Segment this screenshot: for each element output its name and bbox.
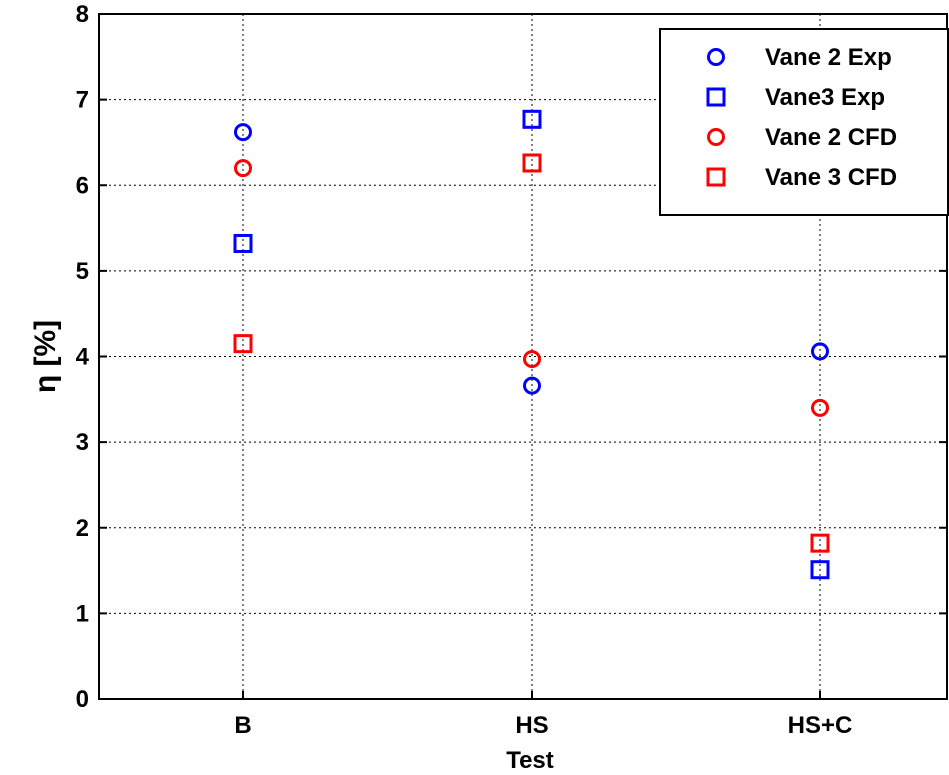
y-tick-label: 5: [76, 258, 89, 285]
x-tick-label: HS+C: [788, 712, 853, 739]
data-point: [811, 342, 829, 361]
legend-label: Vane3 Exp: [765, 84, 885, 111]
x-axis-label: Test: [506, 747, 554, 774]
y-tick-label: 2: [76, 515, 89, 542]
legend-entry: Vane 3 CFD: [706, 164, 897, 191]
y-tick-label: 7: [76, 87, 89, 114]
data-point: [523, 350, 541, 369]
y-tick-label: 6: [76, 172, 89, 199]
legend-marker: [707, 48, 725, 66]
axis-ticks: 0 1 2 3 4 5 6 7 8 B HS HS+C: [76, 1, 947, 739]
legend-marker: [707, 128, 725, 146]
data-point: [233, 334, 253, 354]
legend-entry: Vane3 Exp: [706, 84, 885, 111]
data-markers: [233, 109, 830, 580]
legend-label: Vane 2 Exp: [765, 44, 892, 71]
legend-marker: [706, 87, 726, 107]
data-point: [523, 376, 541, 395]
data-point: [811, 398, 829, 417]
y-tick-label: 0: [76, 686, 89, 713]
legend-label: Vane 2 CFD: [765, 124, 897, 151]
y-axis-label: η [%]: [29, 320, 62, 393]
x-tick-label: HS: [515, 712, 548, 739]
data-point: [234, 159, 252, 178]
data-point: [233, 233, 253, 253]
y-tick-label: 3: [76, 429, 89, 456]
y-tick-label: 1: [76, 600, 89, 627]
data-point: [522, 153, 542, 173]
data-point: [234, 123, 252, 142]
legend-marker: [706, 167, 726, 187]
data-point: [810, 533, 830, 553]
legend-entry: Vane 2 CFD: [707, 124, 897, 151]
data-point: [810, 560, 830, 580]
legend-label: Vane 3 CFD: [765, 164, 897, 191]
legend: Vane 2 Exp Vane3 Exp Vane 2 CFD Vane 3 CFD: [659, 28, 949, 216]
y-tick-label: 8: [76, 1, 89, 28]
y-tick-label: 4: [76, 344, 90, 371]
x-tick-label: B: [234, 712, 251, 739]
data-point: [522, 109, 542, 129]
legend-entry: Vane 2 Exp: [707, 44, 892, 71]
